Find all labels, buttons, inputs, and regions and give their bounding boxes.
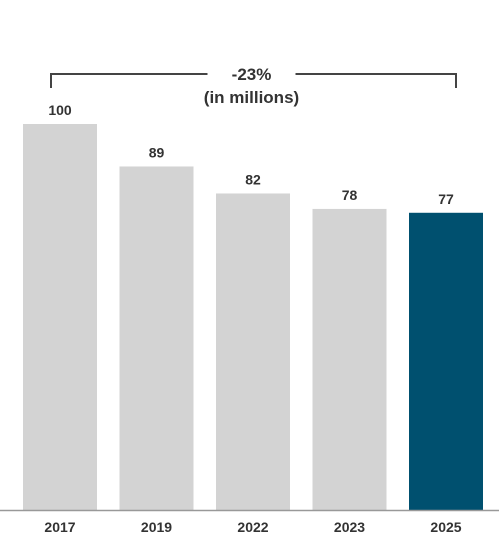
annotation-bracket-right	[295, 73, 457, 88]
x-tick-label-2022: 2022	[237, 519, 268, 535]
value-labels: 100 89 82 78 77	[48, 102, 454, 207]
value-label-2025: 77	[438, 191, 454, 207]
x-axis-tick-labels: 2017 2019 2022 2023 2025	[44, 519, 461, 535]
value-label-2022: 82	[245, 171, 261, 187]
bar-2025	[409, 212, 483, 510]
value-label-2023: 78	[342, 187, 358, 203]
bar-2019	[119, 166, 194, 510]
x-tick-label-2025: 2025	[430, 519, 461, 535]
x-tick-label-2017: 2017	[44, 519, 75, 535]
value-label-2019: 89	[149, 144, 165, 160]
bar-2017	[23, 124, 97, 510]
change-annotation: -23% (in millions)	[50, 65, 457, 107]
x-tick-label-2023: 2023	[334, 519, 365, 535]
bar-2023	[312, 208, 387, 511]
annotation-unit-note: (in millions)	[204, 88, 299, 107]
value-label-2017: 100	[48, 102, 72, 118]
bar-2022	[216, 193, 290, 511]
annotation-bracket-left	[50, 73, 208, 88]
annotation-percent-change: -23%	[232, 65, 272, 84]
x-tick-label-2019: 2019	[141, 519, 172, 535]
bar-series	[23, 124, 483, 511]
